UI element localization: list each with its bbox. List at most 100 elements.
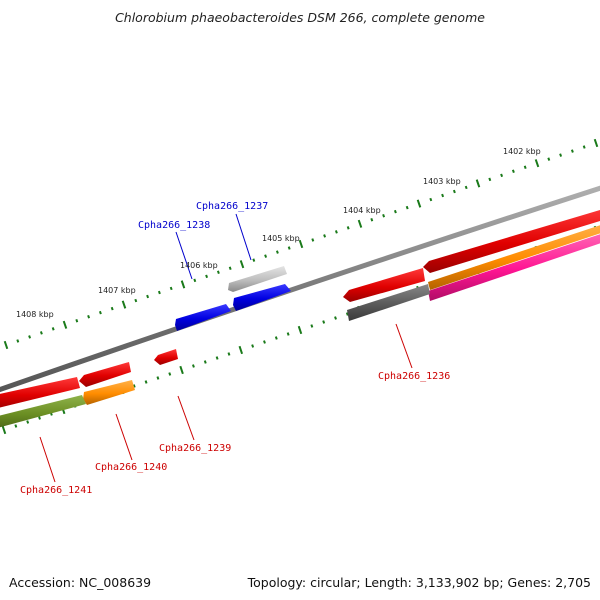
outer-major-tick xyxy=(180,280,186,289)
inner-minor-tick xyxy=(227,352,231,356)
inner-minor-tick xyxy=(192,364,195,368)
gene-labels: Cpha266_1237 Cpha266_1238 Cpha266_1236 C… xyxy=(20,201,450,496)
outer-minor-tick xyxy=(547,157,551,161)
inner-minor-tick xyxy=(144,380,148,384)
gene-label-cpha266-1239[interactable]: Cpha266_1239 xyxy=(159,443,231,454)
gene-label-cpha266-1237[interactable]: Cpha266_1237 xyxy=(196,201,268,212)
outer-tick-ruler xyxy=(3,138,599,350)
tick-label-1406: 1406 kbp xyxy=(180,261,218,270)
outer-minor-tick xyxy=(323,234,327,238)
leader-line-cpha266-1241 xyxy=(39,436,56,483)
gene-feature-cpha266-1239[interactable] xyxy=(154,349,178,365)
genome-backbone xyxy=(0,185,600,393)
outer-minor-tick xyxy=(582,145,586,149)
gene-feature-cpha266-1240[interactable] xyxy=(83,380,135,405)
outer-minor-tick xyxy=(16,339,20,343)
genome-stats-text: Topology: circular; Length: 3,133,902 bp… xyxy=(247,575,591,590)
outer-major-tick xyxy=(534,159,540,168)
inner-minor-tick xyxy=(286,332,290,336)
gene-feature-pink-long[interactable] xyxy=(428,231,600,301)
outer-minor-tick xyxy=(134,298,138,303)
outer-minor-tick xyxy=(346,226,350,230)
leader-line-cpha266-1236 xyxy=(395,323,413,369)
inner-minor-tick xyxy=(263,340,266,344)
gene-label-cpha266-1240[interactable]: Cpha266_1240 xyxy=(95,462,167,473)
outer-minor-tick xyxy=(370,218,374,222)
inner-minor-tick xyxy=(168,372,172,376)
inner-minor-tick xyxy=(274,336,278,340)
outer-minor-tick xyxy=(28,335,32,339)
outer-minor-tick xyxy=(193,278,197,283)
outer-minor-tick xyxy=(464,185,468,190)
outer-minor-tick xyxy=(405,205,409,210)
tick-label-1402: 1402 kbp xyxy=(503,147,541,156)
outer-minor-tick xyxy=(75,319,79,323)
gene-feature-orange-long[interactable] xyxy=(428,222,600,290)
gene-feature-cpha266-1238-b[interactable] xyxy=(175,304,231,331)
outer-major-tick xyxy=(298,239,304,249)
outer-minor-tick xyxy=(559,153,563,157)
gene-feature-red-long[interactable] xyxy=(423,207,600,273)
outer-minor-tick xyxy=(488,177,492,182)
inner-minor-tick xyxy=(38,416,41,420)
outer-minor-tick xyxy=(51,327,55,331)
gene-feature-cpha266-1241[interactable] xyxy=(0,395,86,430)
gene-features xyxy=(0,207,600,430)
outer-minor-tick xyxy=(311,238,315,242)
outer-minor-tick xyxy=(275,250,279,254)
outer-major-tick xyxy=(62,320,68,329)
outer-minor-tick xyxy=(39,331,43,335)
outer-minor-tick xyxy=(429,197,433,202)
gene-feature-cpha266-1236-red[interactable] xyxy=(343,268,425,302)
inner-minor-tick xyxy=(322,320,326,324)
gene-feature-red-left-b[interactable] xyxy=(0,377,80,410)
outer-minor-tick xyxy=(382,213,386,218)
outer-major-tick xyxy=(3,340,9,350)
tick-label-1408: 1408 kbp xyxy=(16,310,54,319)
outer-minor-tick xyxy=(570,149,574,153)
gene-label-cpha266-1236[interactable]: Cpha266_1236 xyxy=(378,371,450,382)
gene-feature-cpha266-1236-gray[interactable] xyxy=(347,284,430,321)
outer-minor-tick xyxy=(205,274,209,279)
inner-minor-tick xyxy=(345,312,349,316)
inner-minor-tick xyxy=(203,360,207,364)
inner-minor-tick xyxy=(26,420,30,424)
leader-line-cpha266-1237 xyxy=(235,213,252,261)
outer-minor-tick xyxy=(98,310,102,315)
leader-line-cpha266-1238 xyxy=(175,231,193,280)
outer-minor-tick xyxy=(287,246,291,250)
outer-minor-tick xyxy=(169,286,173,291)
accession-text: Accession: NC_008639 xyxy=(9,575,152,590)
outer-minor-tick xyxy=(252,258,256,262)
map-title: Chlorobium phaeobacteroides DSM 266, com… xyxy=(115,10,485,25)
outer-minor-tick xyxy=(146,294,150,299)
tick-label-1404: 1404 kbp xyxy=(343,206,381,215)
tick-label-1403: 1403 kbp xyxy=(423,177,461,186)
outer-major-tick xyxy=(239,260,245,269)
inner-minor-tick xyxy=(215,356,219,360)
outer-minor-tick xyxy=(334,230,338,234)
outer-major-tick xyxy=(593,138,599,148)
leader-line-cpha266-1239 xyxy=(177,395,195,441)
gene-feature-red-left-a[interactable] xyxy=(79,362,131,387)
tick-label-1405: 1405 kbp xyxy=(262,234,300,243)
label-leader-lines xyxy=(39,213,413,483)
inner-minor-tick xyxy=(14,424,18,428)
inner-minor-tick xyxy=(132,384,136,388)
inner-major-tick xyxy=(179,365,184,375)
outer-minor-tick xyxy=(441,193,445,198)
outer-minor-tick xyxy=(264,254,268,258)
inner-minor-tick xyxy=(310,324,314,328)
tick-label-1407: 1407 kbp xyxy=(98,286,136,295)
outer-minor-tick xyxy=(393,209,397,214)
gene-label-cpha266-1241[interactable]: Cpha266_1241 xyxy=(20,485,92,496)
outer-minor-tick xyxy=(523,165,527,169)
outer-minor-tick xyxy=(452,189,456,194)
gene-feature-cpha266-1238-a[interactable] xyxy=(233,284,291,311)
outer-minor-tick xyxy=(157,290,161,295)
gene-feature-cpha266-1237[interactable] xyxy=(228,266,287,292)
gene-label-cpha266-1238[interactable]: Cpha266_1238 xyxy=(138,220,210,231)
outer-minor-tick xyxy=(110,306,114,311)
outer-minor-tick xyxy=(87,314,91,319)
